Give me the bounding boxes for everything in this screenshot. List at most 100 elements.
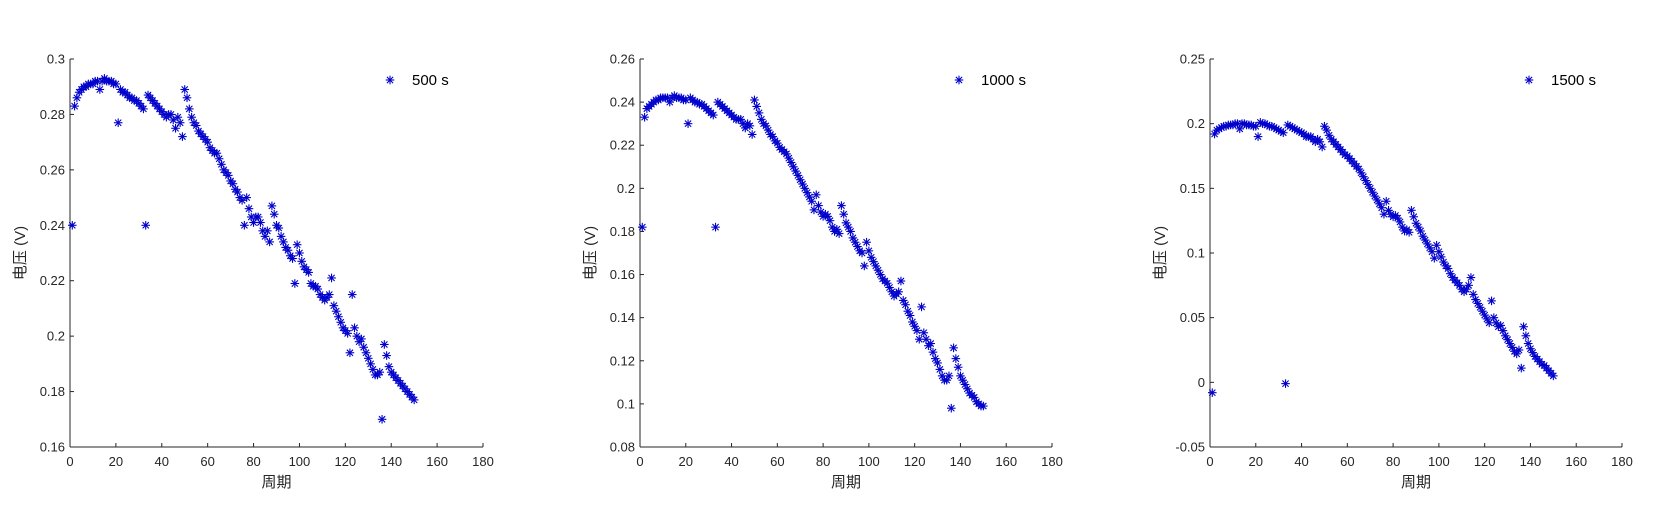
data-point [1516, 363, 1526, 373]
x-tick-label: 0 [1206, 454, 1213, 469]
data-point [244, 204, 254, 213]
data-point [347, 290, 357, 299]
data-point [860, 261, 869, 271]
x-tick-label: 180 [1041, 454, 1063, 469]
data-point [265, 237, 274, 247]
data-point [917, 302, 926, 312]
x-tick-label: 80 [816, 454, 830, 469]
data-point [1430, 253, 1439, 263]
data-point [409, 395, 419, 405]
y-tick-label: 0.18 [610, 224, 635, 239]
y-axis-label: 电压 (V) [582, 226, 599, 280]
data-point [1432, 240, 1441, 250]
data-point [1475, 303, 1485, 312]
data-point [754, 108, 764, 118]
data-point [761, 121, 771, 131]
x-tick-label: 100 [858, 454, 880, 469]
data-point [269, 209, 279, 219]
y-tick-label: 0.25 [1180, 52, 1205, 67]
data-point [903, 306, 913, 316]
data-point [763, 125, 773, 135]
y-tick-label: 0.2 [1187, 116, 1205, 131]
x-tick-label: 20 [679, 454, 693, 469]
x-tick-label: 0 [66, 454, 73, 469]
x-tick-label: 60 [770, 454, 784, 469]
data-point [95, 85, 105, 94]
x-tick-label: 160 [426, 454, 448, 469]
data-point [1466, 273, 1476, 282]
y-tick-label: 0 [1198, 375, 1205, 390]
y-tick-label: 0.26 [610, 52, 635, 67]
y-tick-label: -0.05 [1175, 440, 1205, 455]
data-point [1377, 203, 1386, 213]
x-tick-label: 100 [289, 454, 311, 469]
data-point [1549, 371, 1558, 381]
data-point [919, 328, 929, 338]
data-point [240, 220, 249, 230]
x-axis-label: 周期 [261, 474, 291, 491]
data-point [288, 254, 297, 263]
x-tick-label: 20 [1249, 454, 1263, 469]
data-point [237, 196, 247, 205]
data-point [139, 104, 148, 114]
data-point [67, 220, 77, 230]
data-point [141, 220, 151, 230]
data-point [1409, 212, 1419, 222]
legend-label: 1000 s [981, 72, 1026, 89]
x-tick-label: 100 [1428, 454, 1450, 469]
data-point [1278, 128, 1288, 138]
data-point [382, 351, 391, 360]
data-point [377, 414, 387, 424]
data-point [375, 367, 385, 377]
data-point [979, 401, 988, 411]
data-point [944, 371, 954, 381]
data-point [814, 201, 823, 210]
data-point [825, 216, 835, 225]
data-point [807, 196, 816, 206]
data-point [178, 132, 187, 141]
data-point [896, 276, 906, 286]
y-tick-label: 0.2 [47, 329, 65, 344]
data-point [185, 104, 194, 114]
y-tick-label: 0.15 [1180, 181, 1205, 196]
x-tick-label: 40 [724, 454, 738, 469]
data-point [949, 343, 958, 353]
legend-label: 1500 s [1551, 72, 1596, 89]
legend: 1500 s [1524, 72, 1596, 89]
x-tick-label: 160 [995, 454, 1017, 469]
data-point [72, 93, 82, 103]
y-axis-label: 电压 (V) [1152, 226, 1169, 280]
data-point [1404, 228, 1414, 237]
data-point [1207, 388, 1217, 397]
data-point [1281, 379, 1290, 388]
data-point [274, 223, 284, 233]
data-point [357, 334, 366, 344]
data-point [111, 79, 121, 89]
data-point [180, 85, 190, 94]
x-tick-label: 60 [200, 454, 214, 469]
data-point [926, 339, 935, 348]
data-point [242, 193, 251, 202]
y-tick-label: 0.1 [617, 396, 635, 411]
data-point [857, 248, 867, 258]
data-point [1519, 322, 1528, 332]
x-tick-label: 180 [1611, 454, 1633, 469]
x-tick-label: 140 [380, 454, 402, 469]
x-tick-label: 60 [1340, 454, 1354, 469]
x-axis-label: 周期 [831, 474, 861, 491]
data-point [292, 240, 302, 249]
data-point [1464, 281, 1473, 290]
x-tick-label: 140 [1520, 454, 1542, 469]
data-point [834, 229, 844, 238]
x-tick-label: 120 [904, 454, 926, 469]
data-point [637, 222, 647, 232]
data-point [837, 201, 846, 210]
x-tick-label: 80 [1386, 454, 1400, 469]
x-tick-label: 140 [950, 454, 972, 469]
y-tick-label: 0.16 [610, 267, 635, 282]
data-point [811, 190, 821, 200]
y-tick-label: 0.12 [610, 353, 635, 368]
legend-marker [385, 75, 395, 85]
data-point [953, 362, 963, 372]
